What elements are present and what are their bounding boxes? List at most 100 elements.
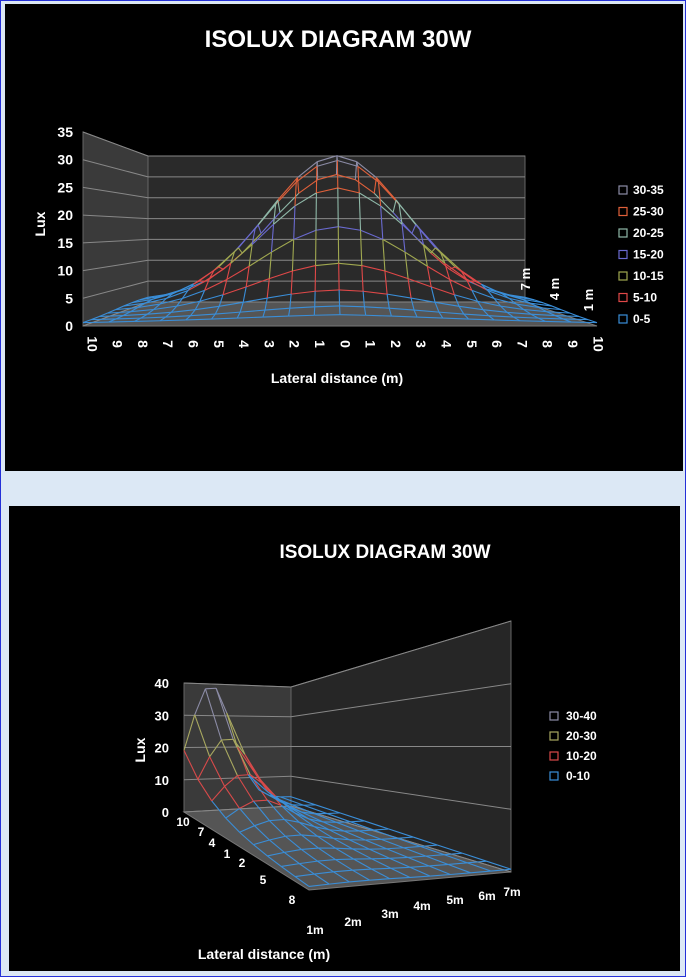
depth-tick-label: 10 bbox=[176, 815, 190, 829]
gridline bbox=[82, 259, 149, 272]
surface-line bbox=[356, 161, 359, 167]
x-tick-label: 5m bbox=[446, 893, 463, 907]
surface-line bbox=[384, 270, 409, 280]
surface-line bbox=[407, 278, 412, 299]
x-tick-label: 2 bbox=[287, 340, 303, 348]
surface-line bbox=[130, 308, 154, 313]
surface-line bbox=[425, 854, 445, 857]
surface-line bbox=[251, 228, 256, 245]
x-tick-label: 9 bbox=[110, 340, 126, 348]
surface-line bbox=[134, 320, 161, 322]
surface-line bbox=[429, 863, 449, 867]
x-tick-label: 4 bbox=[438, 340, 454, 348]
surface-line bbox=[268, 252, 272, 279]
isolux-chart-bottom: ISOLUX DIAGRAM 30W Lux Lateral distance … bbox=[132, 542, 597, 962]
surface-line bbox=[280, 805, 300, 823]
surface-line bbox=[314, 813, 337, 823]
y-tick-label: 10 bbox=[57, 263, 73, 279]
surface-line bbox=[239, 825, 255, 833]
surface-line bbox=[407, 856, 430, 867]
legend-label: 30-40 bbox=[566, 709, 597, 723]
surface-line bbox=[506, 311, 514, 318]
surface-line bbox=[179, 288, 186, 292]
surface-line bbox=[314, 314, 341, 316]
surface-line bbox=[254, 224, 259, 229]
surface-line bbox=[288, 806, 310, 820]
surface-line bbox=[194, 688, 206, 716]
surface-line bbox=[413, 836, 438, 846]
surface-line bbox=[382, 239, 386, 272]
surface-line bbox=[410, 297, 415, 311]
surface-line bbox=[513, 316, 539, 319]
x-tick-label: 3 bbox=[261, 340, 277, 348]
surface-line bbox=[425, 855, 449, 865]
surface-line bbox=[232, 739, 251, 775]
surface-line bbox=[463, 313, 489, 317]
surface-line bbox=[458, 306, 465, 315]
surface-line bbox=[398, 204, 403, 225]
legend-swatch bbox=[549, 771, 559, 781]
surface-line bbox=[144, 298, 153, 304]
surface-line bbox=[222, 286, 247, 296]
surface-line bbox=[213, 266, 220, 271]
surface-line bbox=[530, 313, 556, 317]
surface-line bbox=[318, 847, 336, 861]
surface-line bbox=[386, 847, 404, 850]
surface-line bbox=[409, 866, 431, 877]
surface-line bbox=[99, 314, 124, 318]
surface-line bbox=[130, 307, 139, 313]
surface-line bbox=[327, 812, 340, 815]
surface-line bbox=[317, 835, 334, 839]
surface-line bbox=[493, 298, 502, 307]
surface-line bbox=[284, 851, 300, 865]
surface-line bbox=[477, 300, 501, 307]
surface-line bbox=[390, 867, 411, 878]
surface-line bbox=[373, 828, 389, 831]
surface-line bbox=[225, 817, 240, 833]
legend-swatch bbox=[618, 206, 628, 217]
surface-line bbox=[364, 306, 390, 309]
surface-line bbox=[182, 289, 205, 300]
surface-line bbox=[240, 309, 266, 313]
surface-line bbox=[153, 305, 177, 311]
surface-line bbox=[313, 826, 334, 839]
surface-line bbox=[335, 858, 354, 861]
surface-line bbox=[430, 252, 450, 270]
surface-line bbox=[373, 829, 398, 839]
surface-line bbox=[277, 177, 298, 201]
surface-line bbox=[271, 238, 294, 253]
surface-line bbox=[477, 300, 484, 311]
y-tick-label: 0 bbox=[162, 805, 169, 820]
surface-line bbox=[218, 294, 224, 307]
surface-line bbox=[538, 317, 546, 322]
legend-swatch bbox=[618, 314, 628, 324]
surface-line bbox=[317, 860, 334, 873]
x-tick-label: 8 bbox=[540, 340, 556, 348]
surface-line bbox=[295, 165, 318, 183]
surface-line bbox=[270, 224, 275, 253]
surface-line bbox=[204, 278, 210, 291]
surface-line bbox=[269, 839, 285, 853]
legend-swatch bbox=[618, 292, 628, 303]
surface-line bbox=[211, 785, 226, 802]
surface-line bbox=[147, 311, 172, 315]
surface-line bbox=[115, 317, 141, 320]
surface-line bbox=[185, 315, 191, 321]
surface-line bbox=[316, 187, 338, 194]
surface-line bbox=[209, 756, 226, 787]
surface-line bbox=[146, 309, 154, 315]
surface-line bbox=[289, 306, 315, 309]
surface-line bbox=[387, 293, 412, 299]
surface-line bbox=[431, 286, 455, 296]
x-tick-label: 3m bbox=[381, 907, 398, 921]
surface-line bbox=[403, 845, 421, 849]
surface-line bbox=[247, 774, 260, 791]
surface-line bbox=[266, 278, 270, 299]
surface-line bbox=[248, 251, 272, 267]
surface-line bbox=[427, 265, 450, 280]
surface-line bbox=[91, 318, 116, 321]
surface-line bbox=[375, 177, 397, 201]
surface-line bbox=[279, 801, 302, 813]
surface-line bbox=[426, 266, 432, 288]
surface-line bbox=[224, 775, 238, 787]
